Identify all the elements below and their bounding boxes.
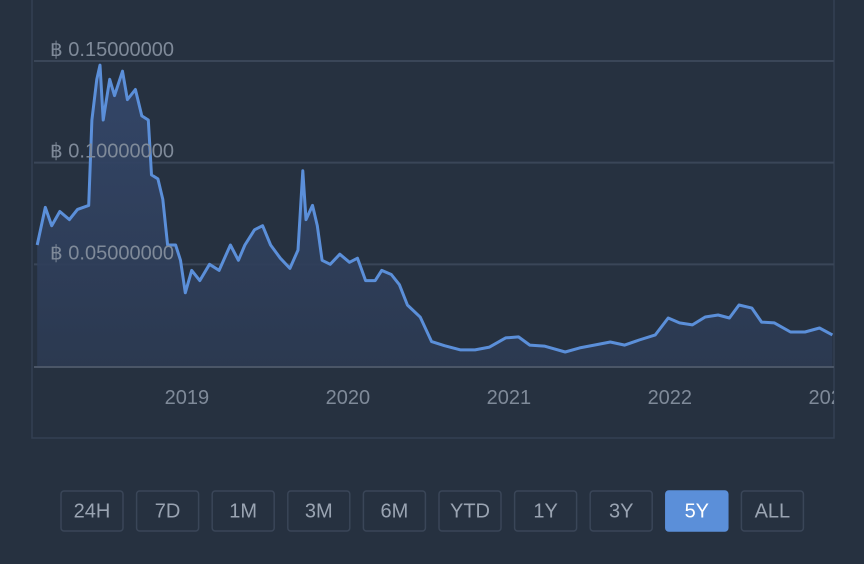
range-button[interactable] [740, 490, 805, 532]
x-tick-label: 2022 [648, 387, 693, 409]
range-button[interactable] [135, 490, 200, 532]
range-button-active[interactable] [665, 490, 729, 532]
x-tick-label: 2023 [809, 387, 854, 409]
x-tick-label: 2020 [326, 387, 371, 409]
y-tick-label: ฿ 0.15000000 [50, 39, 174, 61]
range-button[interactable] [513, 490, 578, 532]
range-button-label[interactable]: 3M [305, 500, 333, 522]
range-button-label[interactable]: 6M [381, 500, 409, 522]
range-button-label[interactable]: 7D [155, 500, 181, 522]
area [37, 65, 833, 366]
range-button-label[interactable]: 3Y [609, 500, 633, 522]
range-button[interactable] [362, 490, 427, 532]
range-button-label[interactable]: YTD [450, 500, 490, 522]
range-button[interactable] [211, 490, 275, 532]
range-button[interactable] [287, 490, 351, 532]
range-button-label[interactable]: 1M [229, 500, 257, 522]
x-tick-label: 2021 [487, 387, 532, 409]
x-tick-label: 2019 [165, 387, 210, 409]
range-button-label[interactable]: 1Y [533, 500, 557, 522]
range-button-label[interactable]: 5Y [685, 500, 709, 522]
range-selector: 24H 7D 1M 3M 6M YTD 1Y 3Y 5Y ALL [60, 490, 805, 532]
y-tick-label: ฿ 0.10000000 [50, 141, 174, 163]
range-button[interactable] [438, 490, 502, 532]
price-line [35, 63, 834, 354]
range-button-label[interactable]: ALL [755, 500, 791, 522]
range-button[interactable] [60, 490, 124, 532]
plot-area: ฿ 0.05000000 ฿ 0.10000000 ฿ 0.15000000 2019… [34, 39, 854, 409]
y-tick-label: ฿ 0.05000000 [50, 242, 174, 264]
range-button[interactable] [589, 490, 653, 532]
range-button-label[interactable]: 24H [74, 500, 111, 522]
chart-panel [31, 0, 835, 439]
